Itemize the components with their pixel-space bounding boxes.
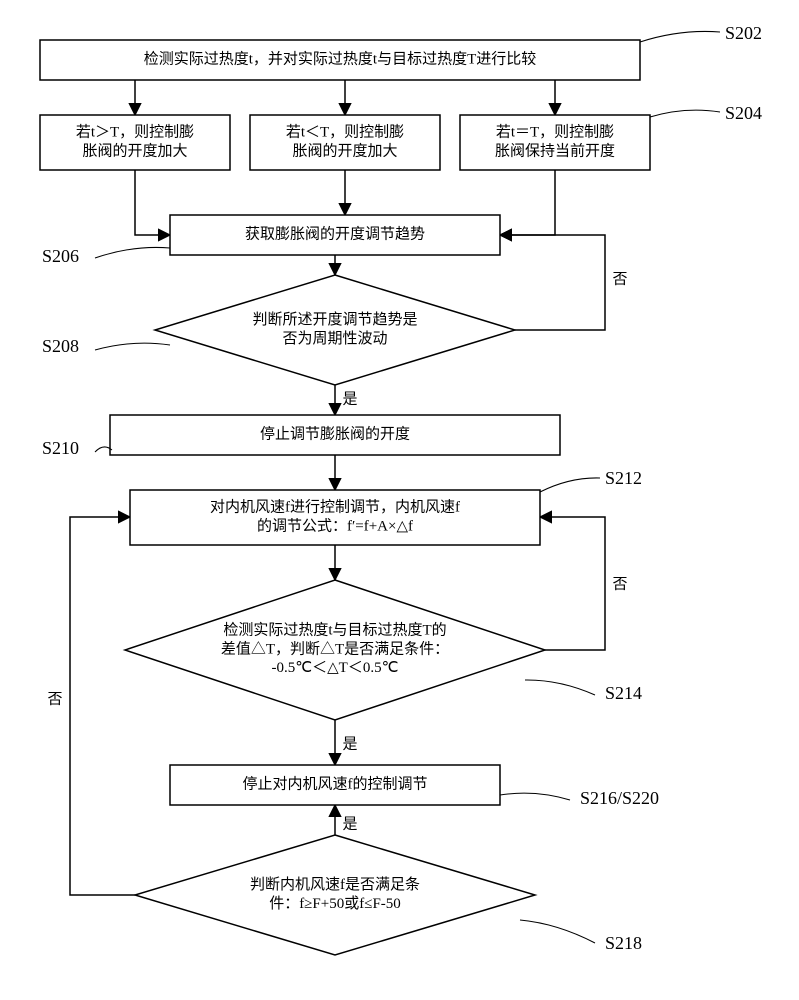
step-leader xyxy=(640,31,720,42)
step-label: S204 xyxy=(725,103,762,123)
step-label: S214 xyxy=(605,683,642,703)
node-text: 判断所述开度调节趋势是 xyxy=(252,311,417,328)
step-leader xyxy=(650,110,720,117)
step-label: S218 xyxy=(605,933,642,953)
node-text: 检测实际过热度t，并对实际过热度t与目标过热度T进行比较 xyxy=(144,49,537,67)
node-text: 胀阀保持当前开度 xyxy=(495,142,615,159)
node-text: 停止调节膨胀阀的开度 xyxy=(260,425,410,442)
node-text: 胀阀的开度加大 xyxy=(292,142,397,159)
edge-label: 是 xyxy=(342,816,357,832)
step-leader xyxy=(520,920,595,943)
step-label: S216/S220 xyxy=(580,788,659,808)
node-text: 判断内机风速f是否满足条 xyxy=(250,876,420,893)
node-text: 若t＝T，则控制膨 xyxy=(496,124,614,141)
edge-label: 否 xyxy=(47,691,62,707)
edge xyxy=(500,170,555,235)
step-leader xyxy=(95,247,170,258)
node-text: 对内机风速f进行控制调节，内机风速f xyxy=(210,499,460,516)
node-text: 若t＞T，则控制膨 xyxy=(76,124,194,141)
edge-label: 是 xyxy=(342,391,357,407)
node-text: 停止对内机风速f的控制调节 xyxy=(243,775,428,792)
step-leader xyxy=(540,478,600,492)
edge xyxy=(500,235,605,330)
step-label: S208 xyxy=(42,336,79,356)
edge-label: 否 xyxy=(612,271,627,287)
node-text: 获取膨胀阀的开度调节趋势 xyxy=(245,225,425,242)
node-text: 否为周期性波动 xyxy=(282,330,387,347)
step-label: S202 xyxy=(725,23,762,43)
edge xyxy=(70,517,135,895)
step-label: S206 xyxy=(42,246,79,266)
step-leader xyxy=(500,793,570,800)
step-leader xyxy=(525,680,595,695)
edge-label: 是 xyxy=(342,736,357,752)
node-text: 胀阀的开度加大 xyxy=(82,142,187,159)
edge xyxy=(135,170,170,235)
node-text: 检测实际过热度t与目标过热度T的 xyxy=(223,622,446,639)
node-text: 差值△T，判断△T是否满足条件： xyxy=(221,640,449,657)
node-text: -0.5℃＜△T＜0.5℃ xyxy=(272,660,399,676)
step-label: S210 xyxy=(42,438,79,458)
step-leader xyxy=(95,343,170,350)
node-text: 若t＜T，则控制膨 xyxy=(286,124,404,141)
step-label: S212 xyxy=(605,468,642,488)
edge xyxy=(540,517,605,650)
edge-label: 否 xyxy=(612,576,627,592)
node-text: 件：f≥F+50或f≤F-50 xyxy=(269,895,401,912)
node-text: 的调节公式：f′=f+A×△f xyxy=(257,517,413,534)
